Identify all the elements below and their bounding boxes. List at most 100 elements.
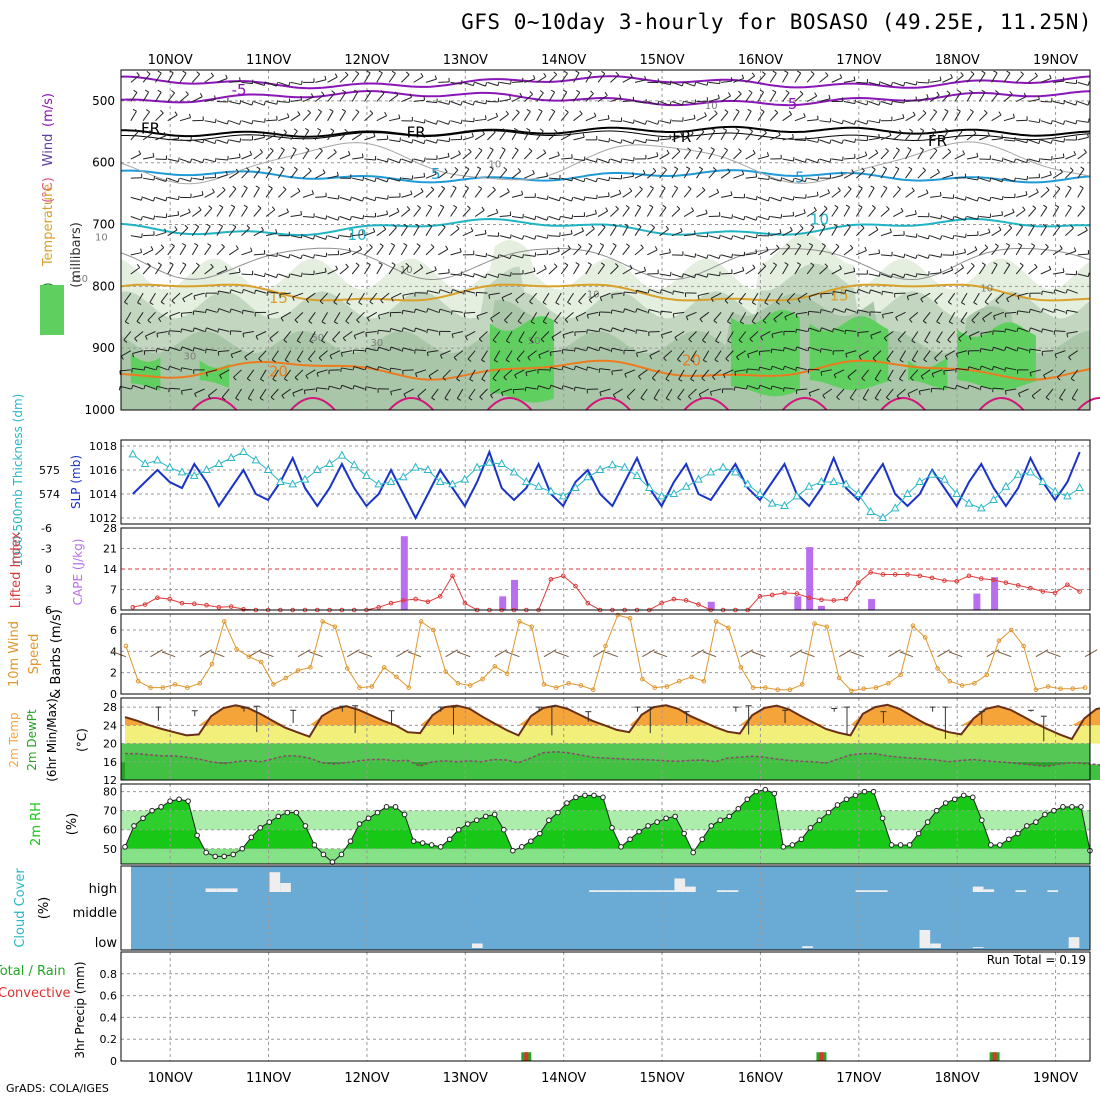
wind-barb bbox=[720, 235, 734, 240]
wind-barb-flag bbox=[764, 302, 769, 306]
wind-barb-staff bbox=[292, 388, 304, 394]
rh2m-marker bbox=[528, 838, 534, 844]
wind-barb bbox=[708, 188, 720, 198]
wind-barb-staff bbox=[474, 273, 486, 279]
wind-barb-staff bbox=[554, 312, 562, 322]
wind-barb-flag bbox=[518, 340, 523, 344]
wind-barb-staff bbox=[720, 194, 732, 198]
wind-barb-staff bbox=[671, 101, 683, 106]
wind-barb bbox=[426, 290, 439, 295]
wind-barb-flag bbox=[563, 70, 568, 74]
wind-barb bbox=[720, 109, 729, 122]
wind-barb-staff bbox=[992, 387, 1004, 390]
wind-barb-staff bbox=[622, 175, 634, 179]
wind-barb bbox=[130, 248, 143, 256]
rh2m-marker bbox=[555, 809, 561, 816]
lifted-index-marker bbox=[462, 600, 468, 606]
thickness-marker bbox=[940, 474, 949, 483]
wind-barb-staff bbox=[228, 188, 237, 198]
wind-barb bbox=[548, 89, 556, 102]
wind-barb-staff bbox=[1005, 328, 1017, 332]
wind-barb bbox=[561, 349, 574, 354]
wind-barb bbox=[979, 228, 991, 237]
wind-barb-flag bbox=[903, 273, 906, 278]
wind-barb-staff bbox=[585, 158, 597, 163]
wind-barb-staff bbox=[747, 350, 759, 355]
wind-barb-staff bbox=[403, 388, 414, 395]
wind-barb bbox=[364, 386, 377, 391]
wind-barb bbox=[327, 171, 339, 179]
wind-barb-flag bbox=[755, 216, 758, 221]
wind-barb-staff bbox=[1052, 101, 1064, 105]
wind-unit-label: (m/s) bbox=[41, 93, 56, 127]
wind-barb-flag bbox=[839, 73, 843, 79]
wind-barb-staff bbox=[610, 208, 619, 217]
wind-speed-marker bbox=[664, 684, 670, 689]
wind-speed-marker bbox=[652, 685, 657, 690]
cloud-high-bar bbox=[972, 886, 984, 892]
wind-barb bbox=[216, 155, 229, 161]
wind-barb-flag bbox=[557, 247, 560, 252]
wind-barb-flag bbox=[1001, 177, 1004, 183]
wind-barb bbox=[131, 367, 144, 373]
wind-barb-flag bbox=[519, 92, 523, 97]
wind-barb-flag bbox=[950, 73, 953, 78]
wind-barb-flag bbox=[702, 340, 707, 344]
day-label-top: 17NOV bbox=[836, 53, 881, 68]
wind-barb-staff bbox=[475, 233, 487, 237]
wind-barb-flag bbox=[333, 301, 338, 305]
wind-barb-flag bbox=[946, 90, 951, 94]
wind-barb-staff bbox=[192, 139, 204, 144]
wind-barb-staff bbox=[905, 235, 917, 238]
wind-barb bbox=[278, 208, 289, 217]
isotherm-label: 50 bbox=[75, 274, 88, 285]
wind-barb bbox=[807, 327, 820, 332]
wind-barb-flag bbox=[255, 185, 260, 189]
wind-barb-flag bbox=[731, 214, 733, 219]
wind-barb bbox=[762, 312, 771, 324]
wind-barb bbox=[501, 292, 513, 302]
wind-barb-flag bbox=[553, 71, 558, 75]
wind-barb bbox=[364, 213, 377, 218]
wind-barb bbox=[358, 292, 365, 305]
wind-barb-flag bbox=[158, 318, 162, 323]
wind-barb-flag bbox=[504, 319, 508, 324]
wind-barb bbox=[634, 204, 642, 217]
wind-barb-staff bbox=[806, 158, 818, 164]
wind-barb-staff bbox=[1045, 388, 1054, 398]
wind-barb-staff bbox=[450, 207, 458, 217]
wind-barb-staff bbox=[966, 249, 978, 256]
wind-barb-flag bbox=[758, 385, 761, 390]
wind-barb bbox=[696, 209, 708, 217]
wind-barb-staff bbox=[364, 246, 373, 256]
wind-barb bbox=[929, 109, 938, 121]
wind-barb bbox=[868, 134, 881, 141]
wind-barb-flag bbox=[442, 377, 447, 381]
wind-barb bbox=[191, 242, 199, 256]
wind-barb-staff bbox=[376, 115, 387, 122]
wind-barb-flag bbox=[1041, 328, 1043, 333]
wind-barb bbox=[475, 115, 487, 122]
wind-barb-staff bbox=[560, 248, 571, 256]
wind-barb bbox=[156, 330, 168, 338]
wind-barb-staff bbox=[721, 272, 733, 275]
cloud-low-bar bbox=[930, 943, 941, 948]
wind-barb-flag bbox=[911, 340, 916, 344]
wind-barb-staff bbox=[1006, 292, 1017, 299]
wind-barb-flag bbox=[601, 70, 606, 75]
wind-barb-staff bbox=[585, 196, 597, 200]
wind-barb-flag bbox=[543, 72, 547, 77]
thickness-marker bbox=[681, 481, 691, 490]
wind-barb bbox=[610, 347, 623, 353]
wind-barb-staff bbox=[905, 213, 917, 217]
wind-barb-staff bbox=[796, 311, 808, 315]
wind-barb-staff bbox=[820, 369, 832, 373]
wind-barb bbox=[597, 262, 605, 275]
wind-barb bbox=[647, 308, 660, 314]
wind-barb-flag bbox=[665, 378, 670, 382]
wind-barb bbox=[487, 112, 499, 122]
wind-barb bbox=[1040, 243, 1049, 256]
wind-barb-flag bbox=[1065, 289, 1068, 294]
wind-barb-flag bbox=[780, 177, 783, 182]
wind-barb-staff bbox=[929, 111, 938, 121]
